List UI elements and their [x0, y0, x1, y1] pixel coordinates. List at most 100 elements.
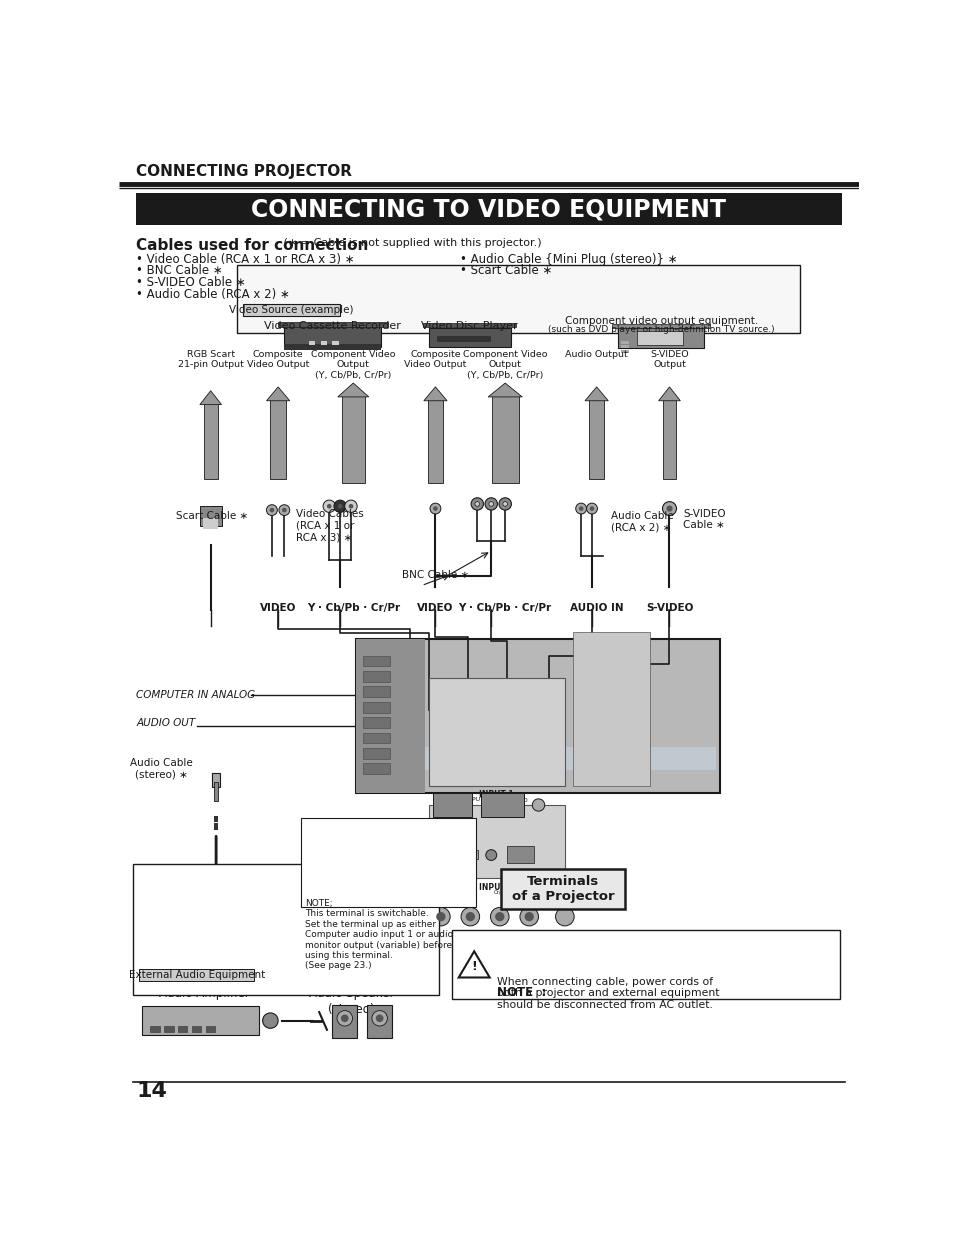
Bar: [142, 1007, 258, 1035]
Text: IN/OUT: IN/OUT: [433, 845, 452, 850]
Text: Audio Cable
(stereo) ∗: Audio Cable (stereo) ∗: [131, 758, 193, 779]
Bar: [284, 343, 381, 350]
Text: COMPUTER IN ANALOG: COMPUTER IN ANALOG: [136, 689, 255, 699]
Text: • BNC Cable ∗: • BNC Cable ∗: [136, 264, 223, 278]
Bar: [278, 322, 388, 327]
Bar: [429, 327, 510, 347]
Bar: [620, 346, 629, 348]
Circle shape: [443, 850, 454, 861]
Text: INPUT 3: INPUT 3: [480, 940, 512, 946]
Circle shape: [495, 911, 504, 921]
Bar: [192, 1026, 201, 1032]
Text: 14: 14: [136, 1082, 167, 1102]
Text: Audio Cable
(RCA x 2) ∗: Audio Cable (RCA x 2) ∗: [611, 511, 674, 532]
Bar: [506, 846, 534, 863]
Bar: [363, 671, 390, 682]
Circle shape: [498, 498, 511, 510]
Bar: [203, 517, 218, 530]
Text: Composite
Video Output: Composite Video Output: [247, 350, 309, 369]
Circle shape: [336, 1010, 353, 1026]
Circle shape: [270, 508, 274, 513]
Text: VIDEO/Y: VIDEO/Y: [430, 889, 451, 894]
Bar: [588, 399, 604, 479]
Bar: [363, 763, 390, 774]
Circle shape: [460, 908, 479, 926]
Text: • Scart Cable ∗: • Scart Cable ∗: [459, 264, 552, 278]
Bar: [429, 678, 564, 785]
Bar: [363, 732, 390, 743]
Bar: [452, 930, 840, 999]
Text: CONNECTING PROJECTOR: CONNECTING PROJECTOR: [136, 164, 352, 179]
Circle shape: [661, 501, 676, 515]
Bar: [206, 1026, 215, 1032]
Text: !: !: [471, 960, 476, 973]
Circle shape: [502, 501, 507, 506]
Bar: [270, 399, 286, 479]
Circle shape: [327, 504, 332, 509]
Bar: [213, 816, 218, 823]
Bar: [363, 687, 390, 698]
Text: Cb/Pb: Cb/Pb: [462, 889, 477, 894]
Circle shape: [666, 505, 672, 511]
Bar: [178, 1026, 187, 1032]
Bar: [139, 969, 253, 982]
Bar: [212, 773, 220, 787]
Bar: [433, 793, 472, 816]
Bar: [429, 805, 564, 878]
Bar: [436, 336, 491, 342]
Text: • S-VIDEO Cable ∗: • S-VIDEO Cable ∗: [136, 275, 246, 289]
Bar: [236, 266, 799, 333]
Bar: [480, 793, 523, 816]
Text: AUDIO IN: AUDIO IN: [569, 603, 623, 613]
Circle shape: [524, 911, 534, 921]
Bar: [427, 399, 443, 483]
Text: Video Cassette Recorder: Video Cassette Recorder: [264, 321, 400, 331]
Circle shape: [348, 504, 353, 509]
Circle shape: [430, 503, 440, 514]
Text: NOTE  :: NOTE :: [497, 986, 546, 999]
Bar: [617, 327, 703, 347]
Circle shape: [519, 908, 537, 926]
Circle shape: [282, 508, 286, 513]
Circle shape: [578, 506, 583, 511]
Text: INPUT 2: INPUT 2: [478, 883, 514, 892]
Text: INPUT 1: INPUT 1: [478, 790, 514, 799]
Bar: [309, 341, 315, 345]
Polygon shape: [488, 383, 521, 396]
Polygon shape: [658, 387, 679, 401]
Bar: [363, 718, 390, 727]
Text: Component Video
Output
(Y, Cb/Pb, Cr/Pr): Component Video Output (Y, Cb/Pb, Cr/Pr): [462, 350, 547, 379]
Text: Y · Cb/Pb · Cr/Pr: Y · Cb/Pb · Cr/Pr: [307, 603, 399, 613]
Text: AUDIO OUT: AUDIO OUT: [136, 718, 195, 727]
Bar: [661, 399, 676, 479]
Text: Component video output equipment.: Component video output equipment.: [564, 316, 758, 326]
Text: • Video Cable (RCA x 1 or RCA x 3) ∗: • Video Cable (RCA x 1 or RCA x 3) ∗: [136, 253, 355, 266]
Circle shape: [490, 908, 509, 926]
Circle shape: [262, 1013, 278, 1029]
Bar: [136, 193, 841, 225]
Text: Audio Input: Audio Input: [184, 897, 248, 906]
Text: DIGITAL/DVI-D: DIGITAL/DVI-D: [483, 798, 528, 803]
Text: (∗ = Cable is not supplied with this projector.): (∗ = Cable is not supplied with this pro…: [280, 237, 541, 247]
Bar: [492, 395, 518, 483]
Text: S-VIDEO: S-VIDEO: [645, 603, 693, 613]
Polygon shape: [337, 383, 369, 396]
Polygon shape: [458, 951, 489, 977]
Text: Video Cables
(RCA x 1 or
RCA x 3) ∗: Video Cables (RCA x 1 or RCA x 3) ∗: [295, 509, 363, 542]
Circle shape: [471, 498, 483, 510]
Bar: [612, 324, 709, 327]
Circle shape: [475, 501, 479, 506]
Bar: [359, 747, 716, 771]
Text: Composite
Video Output: Composite Video Output: [404, 350, 466, 369]
Bar: [341, 395, 365, 483]
Text: ANALOG INPUT: ANALOG INPUT: [436, 798, 483, 803]
Circle shape: [323, 500, 335, 513]
Bar: [133, 864, 439, 995]
Bar: [367, 1005, 392, 1037]
Bar: [320, 341, 327, 345]
Circle shape: [372, 1010, 387, 1026]
Circle shape: [278, 505, 290, 515]
Bar: [363, 701, 390, 713]
Bar: [620, 341, 629, 343]
Circle shape: [375, 1014, 383, 1023]
